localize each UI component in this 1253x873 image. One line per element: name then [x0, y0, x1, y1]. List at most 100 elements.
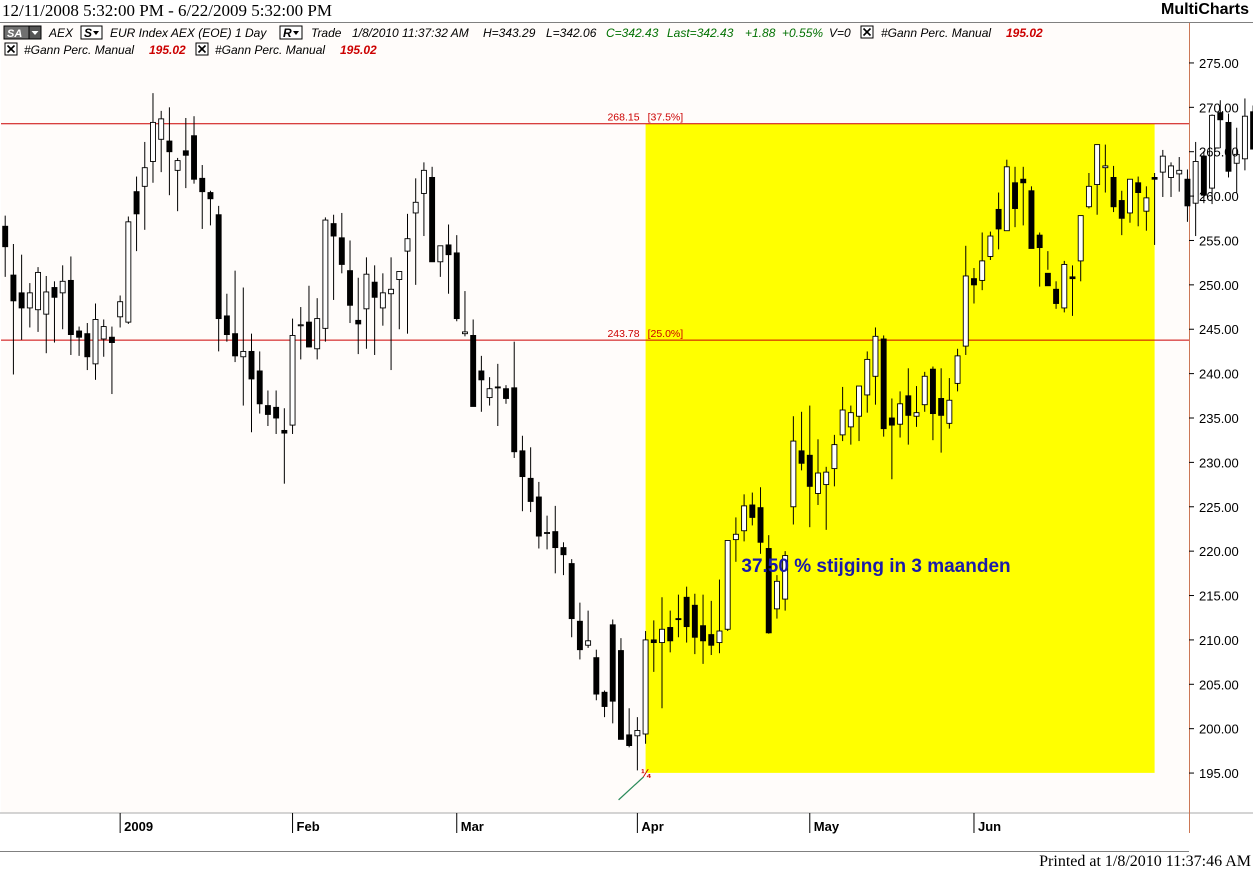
candle-up[interactable]	[979, 260, 986, 281]
candle-down[interactable]	[675, 618, 682, 621]
candle-down[interactable]	[1012, 182, 1018, 209]
candle-down[interactable]	[1200, 155, 1207, 196]
candle-up[interactable]	[59, 280, 66, 294]
candle-up[interactable]	[404, 238, 411, 252]
candle-up[interactable]	[297, 324, 304, 327]
candle-down[interactable]	[1020, 178, 1027, 184]
candle-down[interactable]	[1118, 200, 1125, 219]
candle-up[interactable]	[314, 318, 321, 350]
candle-down[interactable]	[1053, 288, 1060, 304]
candle-up[interactable]	[987, 235, 994, 257]
candle-down[interactable]	[1028, 190, 1035, 249]
candle-up[interactable]	[634, 729, 641, 737]
candle-down[interactable]	[650, 639, 657, 644]
candle-down[interactable]	[503, 388, 509, 399]
candle-down[interactable]	[10, 274, 17, 302]
candle-down[interactable]	[519, 450, 526, 478]
candle-up[interactable]	[732, 533, 739, 541]
candle-down[interactable]	[371, 281, 378, 298]
candle-down[interactable]	[806, 454, 813, 487]
candle-down[interactable]	[306, 321, 312, 348]
candle-up[interactable]	[43, 291, 50, 315]
candle-up[interactable]	[1127, 178, 1133, 214]
candle-up[interactable]	[396, 271, 403, 280]
candle-down[interactable]	[601, 691, 608, 707]
candle-down[interactable]	[108, 336, 115, 344]
candle-down[interactable]	[166, 140, 173, 153]
candle-up[interactable]	[420, 169, 427, 194]
candle-up[interactable]	[544, 532, 551, 534]
candle-down[interactable]	[182, 150, 189, 156]
candle-up[interactable]	[585, 640, 592, 646]
candle-down[interactable]	[1110, 176, 1117, 208]
candle-up[interactable]	[1102, 165, 1109, 169]
candle-down[interactable]	[76, 330, 83, 338]
candle-down[interactable]	[2, 225, 9, 248]
candle-down[interactable]	[618, 650, 624, 740]
candle-down[interactable]	[1044, 272, 1051, 287]
candle-up[interactable]	[1176, 169, 1183, 175]
candle-down[interactable]	[1036, 234, 1043, 249]
candle-down[interactable]	[552, 531, 559, 549]
candle-down[interactable]	[429, 176, 436, 263]
candle-down[interactable]	[511, 387, 518, 453]
candle-up[interactable]	[150, 121, 156, 162]
candle-up[interactable]	[856, 385, 862, 417]
candle-down[interactable]	[1069, 276, 1076, 280]
candle-up[interactable]	[897, 403, 904, 425]
candle-down[interactable]	[223, 315, 230, 336]
candle-up[interactable]	[1061, 263, 1068, 309]
candle-up[interactable]	[954, 355, 961, 384]
candle-up[interactable]	[412, 201, 419, 214]
candle-down[interactable]	[626, 734, 633, 746]
candle-up[interactable]	[379, 292, 386, 309]
candle-up[interactable]	[1159, 155, 1166, 173]
candle-up[interactable]	[289, 334, 296, 426]
candle-down[interactable]	[133, 191, 140, 215]
candle-up[interactable]	[790, 440, 797, 508]
candle-down[interactable]	[191, 135, 197, 180]
candle-down[interactable]	[568, 563, 575, 620]
candle-up[interactable]	[921, 375, 928, 406]
candle-down[interactable]	[445, 244, 452, 256]
candle-down[interactable]	[667, 627, 674, 642]
candle-down[interactable]	[798, 450, 805, 464]
candle-up[interactable]	[1241, 115, 1248, 160]
candle-up[interactable]	[1143, 197, 1150, 212]
candle-down[interactable]	[1217, 112, 1224, 121]
candle-down[interactable]	[199, 177, 206, 193]
candle-down[interactable]	[207, 192, 214, 200]
candle-up[interactable]	[141, 167, 148, 187]
candle-down[interactable]	[355, 319, 362, 325]
candle-down[interactable]	[609, 624, 616, 702]
candle-up[interactable]	[1168, 165, 1174, 178]
candle-down[interactable]	[273, 406, 280, 419]
candle-down[interactable]	[51, 287, 58, 298]
candle-up[interactable]	[831, 444, 838, 470]
candle-down[interactable]	[929, 368, 936, 415]
candle-up[interactable]	[437, 245, 444, 263]
candle-up[interactable]	[1233, 153, 1240, 164]
candle-down[interactable]	[453, 252, 460, 320]
candle-up[interactable]	[1085, 185, 1092, 208]
candle-down[interactable]	[905, 395, 912, 416]
candle-up[interactable]	[388, 288, 395, 295]
candle-up[interactable]	[92, 319, 99, 365]
candle-down[interactable]	[880, 338, 887, 430]
price-chart[interactable]: 268.15 [37.5%] 243.78 [25.0%] ¼ 37.50 % stijg…	[0, 23, 1253, 852]
series-s-button[interactable]	[80, 25, 103, 40]
candle-up[interactable]	[724, 540, 731, 630]
candle-down[interactable]	[67, 279, 74, 336]
candle-down[interactable]	[749, 504, 756, 518]
candle-up[interactable]	[773, 580, 780, 610]
candle-down[interactable]	[330, 223, 337, 237]
candle-up[interactable]	[1094, 144, 1101, 186]
candle-up[interactable]	[839, 409, 846, 436]
candle-up[interactable]	[815, 472, 821, 494]
candle-up[interactable]	[913, 412, 920, 417]
candle-up[interactable]	[741, 505, 748, 532]
candle-up[interactable]	[462, 331, 468, 335]
candle-down[interactable]	[535, 496, 542, 537]
candle-down[interactable]	[215, 214, 222, 320]
candle-down[interactable]	[938, 398, 945, 416]
